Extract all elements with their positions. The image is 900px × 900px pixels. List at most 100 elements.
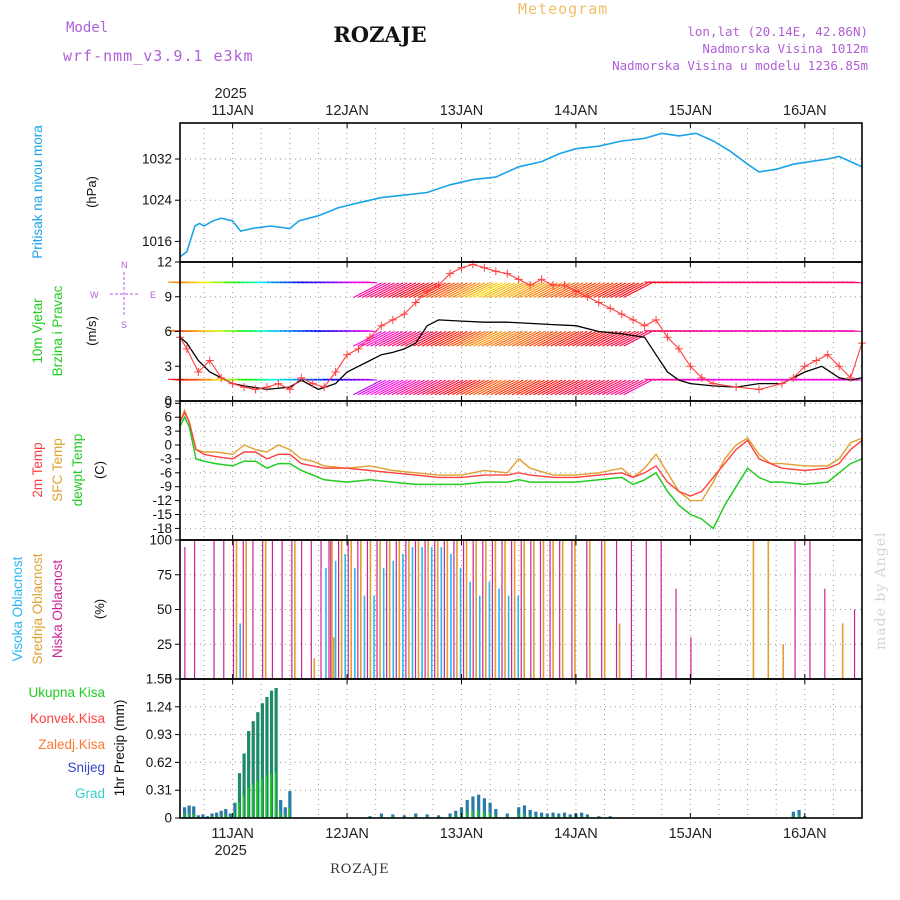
precip-bar (437, 815, 441, 818)
y-tick-label: 12 (157, 255, 172, 270)
wind-arrow (451, 331, 481, 347)
y-tick-label: 1032 (142, 152, 172, 167)
wind-arrow (507, 331, 537, 347)
wind-arrow (404, 282, 434, 298)
wind-arrow (589, 282, 618, 298)
wind-arrow (464, 331, 494, 347)
wind-arrow (554, 282, 584, 298)
x-tick-label-top: 11JAN (211, 103, 253, 119)
wind-arrow (619, 282, 648, 298)
high-cloud-legend: Visoka Oblacnost (10, 556, 25, 661)
wind-arrow (541, 331, 571, 347)
precip-bar (791, 811, 795, 818)
y-tick-label: -15 (152, 507, 172, 522)
wind-gust-marker (377, 321, 386, 330)
mid-cloud-legend: Srednja Oblacnost (30, 553, 45, 664)
x-tick-label-top: 16JAN (783, 103, 827, 119)
pressure-line (179, 132, 863, 258)
compass-n: N (121, 260, 128, 270)
precip-bar (425, 814, 429, 818)
precip-bar (494, 809, 498, 818)
wind-gust-marker (194, 368, 203, 377)
wind-gust-marker (537, 275, 546, 284)
wind-arrow (550, 331, 580, 347)
precip-bar-total (482, 811, 485, 818)
wind-arrow (417, 331, 447, 347)
precip-bar-total (459, 814, 462, 818)
precip-bar-total (477, 809, 479, 818)
precip-bar-total (247, 787, 249, 818)
sfc-legend: SFC Temp (50, 438, 65, 502)
wind-arrow (584, 282, 614, 298)
precip-bar-total (471, 810, 473, 818)
cloud-unit: (%) (92, 599, 107, 619)
wind-arrow (464, 379, 494, 396)
wind-arrow (366, 282, 395, 298)
wind-arrow (374, 331, 404, 347)
wind-arrow (451, 282, 481, 298)
wind-gust-marker (343, 350, 352, 359)
precip-bar-total (242, 795, 245, 818)
wind-arrow (563, 331, 593, 347)
wind-arrow (529, 331, 558, 347)
y-tick-label: -9 (160, 479, 172, 494)
wind-arrow (546, 282, 575, 298)
wind-gust-marker (205, 356, 214, 365)
wind-arrow (589, 331, 618, 347)
precip-bar (288, 791, 292, 818)
wind-gust-marker (217, 373, 226, 382)
y-tick-label: 3 (164, 359, 172, 374)
y-tick-label: 0 (164, 811, 172, 826)
wind-arrow (554, 379, 584, 396)
precip-bar (269, 690, 274, 818)
temp-2m-line (179, 411, 863, 497)
station-title: ROZAJE (333, 22, 427, 47)
wind-arrow (430, 331, 460, 347)
wind-arrow (623, 331, 653, 347)
wind-unit: (m/s) (84, 316, 99, 346)
wind-arrow (623, 282, 653, 298)
wind-arrow (550, 379, 580, 396)
wind-arrow (507, 379, 537, 396)
wind-arrow (494, 331, 524, 347)
precip-bar (391, 814, 395, 818)
wind-arrow (520, 331, 550, 347)
wind-arrow (464, 282, 494, 298)
wind-arrow (571, 282, 601, 298)
watermark: made by Angel (873, 531, 889, 651)
wind-arrow (567, 379, 597, 396)
temp-unit: (C) (92, 461, 107, 479)
precip-bar (477, 794, 481, 818)
precip-bar (585, 814, 589, 818)
wind-gust-marker (297, 373, 306, 382)
wind-gust-marker (697, 373, 706, 382)
wind-arrow (576, 331, 605, 347)
precip-bar (242, 753, 246, 818)
wind-gust-marker (560, 281, 569, 290)
wind-arrow (370, 331, 400, 347)
wind-arrow (490, 282, 520, 298)
precip-bar-total (791, 815, 794, 818)
precip-bar (545, 813, 549, 818)
precip-bar-total (279, 811, 281, 818)
precip-bar-total (534, 815, 536, 818)
y-tick-label: 0.62 (146, 755, 172, 770)
wind-gust-marker (308, 379, 317, 388)
wind-arrow (430, 379, 460, 396)
precip-bar-total (562, 816, 565, 818)
precip-bar (256, 712, 260, 818)
wind-arrow (434, 331, 464, 347)
year-label-bottom: 2025 (215, 843, 247, 859)
precip-bar-total (215, 816, 217, 818)
wind-arrow (473, 282, 502, 298)
precip-bar (568, 814, 572, 818)
precip-bar-total (494, 814, 496, 818)
wind-gust-marker (755, 385, 764, 394)
wind-arrow (387, 331, 417, 347)
wind-gust-marker (526, 281, 535, 290)
wind-arrow (850, 281, 863, 284)
wind-arrow (546, 379, 575, 396)
wind-arrow (396, 379, 425, 396)
y-tick-label: 1.55 (146, 672, 172, 687)
